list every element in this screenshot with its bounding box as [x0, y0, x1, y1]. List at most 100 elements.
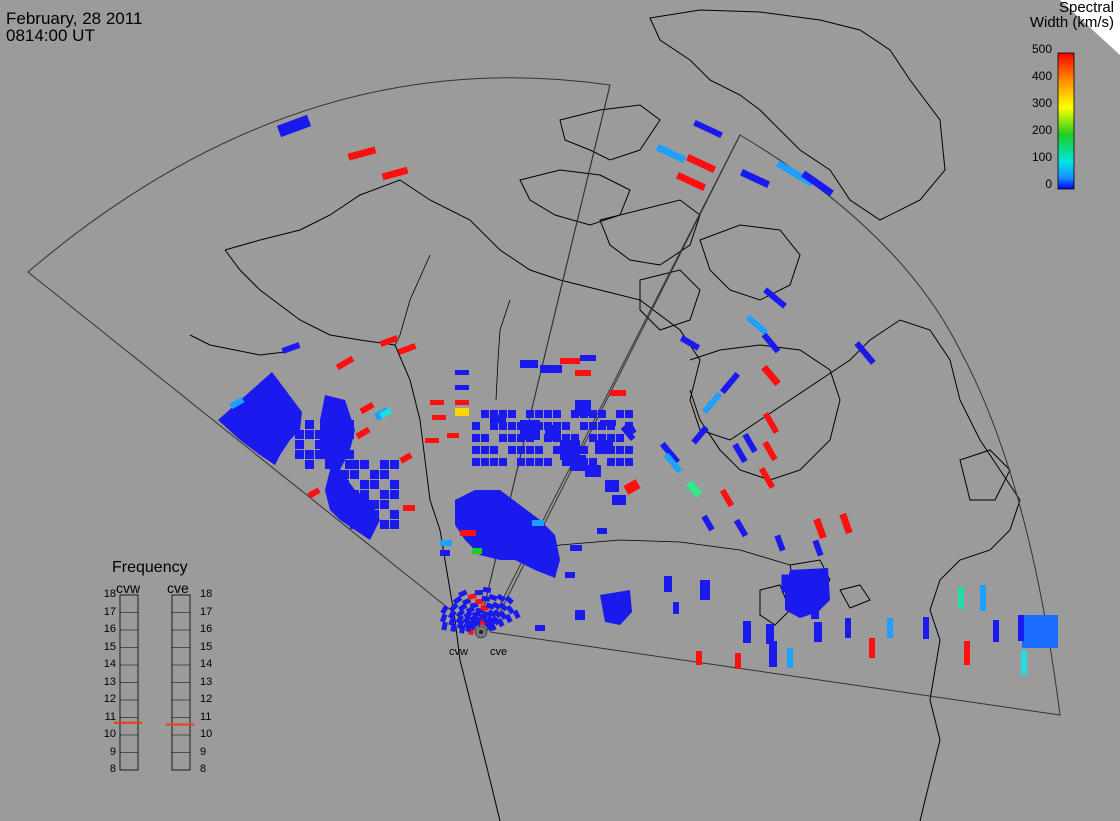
radar-site-center [479, 630, 483, 634]
radar-cell [397, 343, 417, 355]
radar-cell [456, 619, 465, 630]
radar-cell [350, 500, 359, 509]
radar-cell [458, 589, 468, 598]
radar-cell [732, 442, 748, 464]
radar-cell [535, 625, 545, 631]
radar-cell [535, 410, 543, 418]
radar-cell [449, 602, 459, 612]
radar-cell [447, 609, 457, 620]
radar-cell [854, 341, 876, 365]
radar-cell [276, 114, 312, 138]
fields-of-view [27, 77, 1061, 716]
radar-cell [625, 422, 633, 430]
radar-cell [562, 434, 570, 442]
radar-cell [553, 434, 561, 442]
radar-cell [360, 460, 369, 469]
radar-cell [520, 360, 538, 368]
radar-cell [761, 364, 781, 387]
frequency-tick-left: 15 [103, 640, 116, 653]
radar-cell [553, 422, 561, 430]
radar-cell [498, 602, 508, 612]
colorbar-tick: 200 [1031, 123, 1052, 137]
frequency-tick-left: 13 [103, 675, 116, 688]
radar-cell [508, 446, 516, 454]
radar-cell [345, 430, 354, 439]
radar-cell [964, 641, 970, 665]
radar-cell [571, 446, 579, 454]
radar-cell [535, 458, 543, 466]
radar-cell [616, 458, 624, 466]
frequency-tick-right: 15 [200, 640, 213, 653]
radar-cell [345, 450, 354, 459]
frequency-tick-right: 8 [200, 763, 207, 775]
radar-cell [701, 391, 723, 415]
radar-cell [455, 385, 469, 390]
radar-cell [775, 160, 815, 187]
radar-cell [616, 410, 624, 418]
radar-cell [455, 400, 469, 405]
radar-cell [499, 458, 507, 466]
radar-cell [526, 458, 534, 466]
radar-cell [517, 446, 525, 454]
radar-cell [589, 410, 597, 418]
radar-cell [812, 539, 824, 557]
radar-cell [575, 610, 585, 620]
radar-cell [562, 422, 570, 430]
radar-cell [735, 653, 741, 669]
radar-cell [565, 572, 575, 578]
radar-cell [553, 446, 561, 454]
radar-cell [472, 458, 480, 466]
radar-cell [390, 520, 399, 529]
radar-cell [1021, 651, 1027, 675]
radar-cell [307, 487, 321, 499]
radar-cell [340, 500, 349, 509]
radar-cell [390, 490, 399, 499]
radar-scatter [218, 114, 1058, 675]
radar-cell [544, 458, 552, 466]
colorbar-ticks: 500 400 300 200 100 0 [1024, 42, 1052, 192]
radar-cell [492, 609, 503, 619]
radar-cell [696, 651, 702, 665]
radar-cell [958, 587, 964, 609]
radar-cell [685, 480, 703, 498]
date-label: February, 28 2011 [6, 9, 143, 28]
radar-cell [761, 332, 781, 354]
radar-cell [887, 618, 893, 638]
radar-cell [580, 446, 588, 454]
frequency-tick-right: 18 [200, 588, 213, 600]
radar-cell [472, 548, 482, 554]
radar-cell [664, 576, 672, 592]
radar-cell [787, 648, 793, 668]
radar-cell [512, 609, 521, 620]
radar-cell [769, 641, 777, 667]
radar-cell [360, 480, 369, 489]
radar-label-cvw: cvw [116, 580, 141, 596]
radar-cell [475, 598, 484, 605]
radar-cell [607, 422, 615, 430]
radar-cell [403, 505, 415, 511]
radar-cell [571, 458, 579, 466]
radar-cell [462, 614, 472, 625]
colorbar-tick: 500 [1031, 42, 1052, 56]
radar-cell [340, 470, 349, 479]
radar-cell [379, 407, 393, 419]
radar-cell [281, 342, 301, 354]
radar-cell [325, 460, 334, 469]
radar-cell [526, 446, 534, 454]
colorbar-tick: 300 [1031, 96, 1052, 110]
radar-cell [508, 410, 516, 418]
frequency-tick-left: 14 [103, 658, 116, 670]
site-label-cvw: cvw [449, 646, 468, 658]
frequency-tick-right: 10 [200, 728, 213, 740]
radar-cell [742, 432, 758, 454]
radar-cell [701, 514, 715, 532]
radar-cell [496, 617, 505, 628]
radar-cell [315, 430, 324, 439]
frequency-tick-right: 12 [200, 693, 213, 705]
radar-cell [380, 470, 389, 479]
radar-cell [616, 434, 624, 442]
radar-cell [562, 458, 570, 466]
radar-cell [993, 620, 999, 642]
radar-cell [335, 355, 355, 371]
radar-cell [482, 617, 493, 626]
